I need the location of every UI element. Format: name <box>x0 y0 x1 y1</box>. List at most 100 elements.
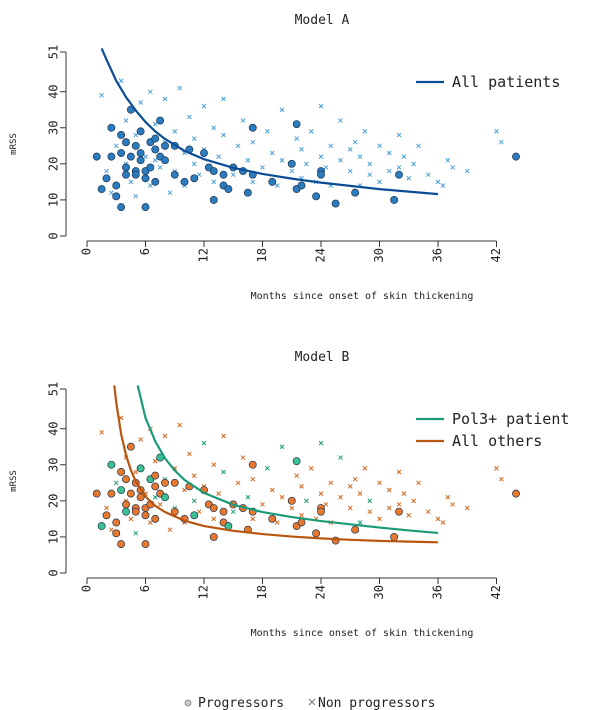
non-progressor-stroke <box>250 139 256 145</box>
non-progressor-stroke <box>240 455 246 460</box>
non-progressor-stroke <box>279 494 285 500</box>
non-progressor-point <box>148 183 153 188</box>
non-progressor-point <box>250 476 256 482</box>
non-progressor-point <box>362 466 368 471</box>
non-progressor-stroke <box>221 96 226 102</box>
non-progressor-stroke <box>323 165 329 170</box>
non-progressor-stroke <box>318 103 324 109</box>
non-progressor-stroke <box>104 505 109 511</box>
non-progressor-stroke <box>274 183 280 188</box>
non-progressor-point <box>260 502 265 507</box>
x-tick-label: 0 <box>80 585 94 592</box>
non-progressor-point <box>338 455 343 460</box>
progressor-point <box>268 177 277 186</box>
non-progressor-point <box>177 85 182 91</box>
non-progressor-point <box>308 466 314 471</box>
non-progressor-stroke <box>196 509 202 515</box>
non-progressor-stroke <box>347 484 353 489</box>
non-progressor-stroke <box>416 143 421 149</box>
non-progressor-stroke <box>435 179 441 185</box>
chart-title: Model B <box>295 350 350 365</box>
non-progressor-stroke <box>386 505 392 511</box>
non-progressor-stroke <box>425 172 431 178</box>
non-progressor-point <box>386 505 392 511</box>
non-progressor-stroke <box>294 473 299 478</box>
progressor-point <box>141 174 150 183</box>
non-progressor-point <box>347 147 353 152</box>
progressor-point <box>200 149 208 157</box>
non-progressor-stroke <box>113 143 119 149</box>
non-progressor-point <box>128 179 134 185</box>
non-progressor-stroke <box>279 157 285 163</box>
non-progressor-point <box>172 129 178 134</box>
non-progressor-point <box>221 469 226 475</box>
x-tick-label: 0 <box>80 248 94 255</box>
progressor-point <box>151 514 160 523</box>
progressor-point <box>136 149 145 157</box>
non-progressor-stroke <box>109 190 114 196</box>
chart-title: Model A <box>295 13 350 28</box>
non-progressor-stroke <box>133 193 139 199</box>
non-progressor-stroke <box>191 498 197 504</box>
non-progressor-point <box>464 168 470 174</box>
progressor-point <box>107 460 116 469</box>
non-progressor-point <box>152 494 158 500</box>
non-progressor-point <box>240 118 246 123</box>
non-progressor-point <box>162 433 168 439</box>
non-progressor-point <box>347 505 353 511</box>
non-progressor-point <box>123 118 129 123</box>
non-progressor-stroke <box>294 136 299 141</box>
non-progressor-stroke <box>191 136 197 141</box>
progressor-point <box>209 167 218 176</box>
progressor-point <box>151 471 160 480</box>
progressor-point <box>317 507 325 516</box>
non-progressor-point <box>347 484 353 489</box>
fitted-line <box>113 385 439 544</box>
non-progressor-stroke <box>464 168 470 174</box>
non-progressor-point <box>318 103 324 109</box>
non-progressor-point <box>211 462 217 468</box>
non-progressor-stroke <box>148 183 153 188</box>
non-progressor-point <box>138 437 143 442</box>
y-tick-label: 0 <box>47 232 61 239</box>
progressor-point <box>297 518 306 527</box>
non-progressor-stroke <box>99 429 104 435</box>
non-progressor-stroke <box>328 143 334 149</box>
progressor-point <box>131 507 140 516</box>
non-progressor-stroke <box>143 154 148 159</box>
non-progressor-point <box>352 476 358 482</box>
x-axis-label: Months since onset of skin thickening <box>251 628 474 639</box>
non-progressor-stroke <box>377 179 382 185</box>
non-progressor-point <box>323 165 329 170</box>
non-progressor-stroke <box>265 129 270 134</box>
progressor-point <box>126 489 135 498</box>
non-progressor-stroke <box>367 172 373 178</box>
non-progressor-stroke <box>289 168 295 174</box>
progressors-legend-marker <box>184 699 192 707</box>
progressor-point <box>97 522 106 531</box>
non-progressor-point <box>187 451 192 457</box>
non-progressor-point <box>367 172 373 178</box>
non-progressor-point <box>299 512 304 518</box>
non-progressor-point <box>362 129 368 134</box>
progressor-point <box>117 203 126 212</box>
non-progressor-point <box>318 440 324 446</box>
non-progressor-point <box>377 143 382 149</box>
non-progressor-stroke <box>411 498 416 504</box>
non-progressor-stroke <box>435 516 441 522</box>
non-progressor-stroke <box>279 107 285 113</box>
non-progressor-stroke <box>152 121 158 127</box>
non-progressor-point <box>221 96 226 102</box>
non-progressor-point <box>211 516 217 522</box>
non-progressor-point <box>133 530 139 536</box>
non-progressor-stroke <box>269 487 275 493</box>
progressor-point <box>131 141 140 150</box>
non-progressor-stroke <box>396 502 402 507</box>
x-tick-label: 30 <box>372 585 386 599</box>
non-progressor-point <box>216 491 221 496</box>
non-progressor-stroke <box>396 165 402 170</box>
non-progressor-point <box>416 143 421 149</box>
non-progressor-point <box>401 491 407 496</box>
non-progressor-point <box>221 433 226 439</box>
non-progressor-stroke <box>362 466 368 471</box>
